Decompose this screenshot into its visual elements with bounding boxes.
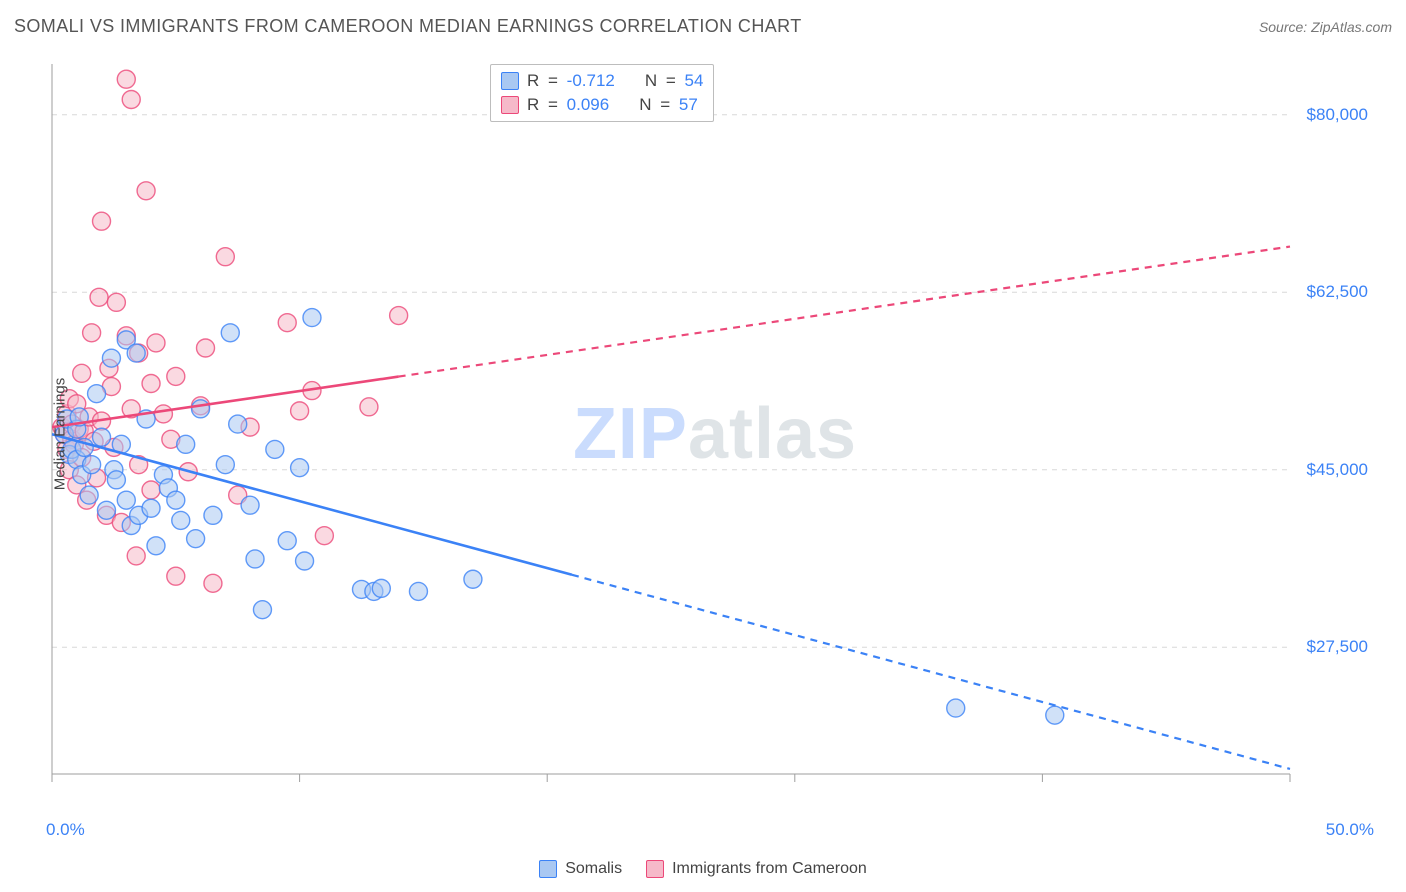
y-tick-label: $80,000: [1307, 105, 1368, 125]
r-stat: R = -0.712: [527, 71, 615, 91]
y-tick-label: $45,000: [1307, 460, 1368, 480]
legend-swatch-icon: [539, 860, 557, 878]
y-tick-label: $62,500: [1307, 282, 1368, 302]
stats-legend: R = -0.712 N = 54 R = 0.096 N = 57: [490, 64, 714, 122]
legend-swatch-icon: [501, 96, 519, 114]
legend-item: Immigrants from Cameroon: [646, 860, 867, 878]
source-label: Source: ZipAtlas.com: [1259, 19, 1392, 35]
x-axis-end-label: 50.0%: [1326, 820, 1374, 840]
page-title: SOMALI VS IMMIGRANTS FROM CAMEROON MEDIA…: [14, 16, 802, 37]
r-stat: R = 0.096: [527, 95, 609, 115]
n-stat: N = 57: [639, 95, 698, 115]
y-tick-label: $27,500: [1307, 637, 1368, 657]
footer-legend: Somalis Immigrants from Cameroon: [0, 860, 1406, 878]
legend-label: Somalis: [565, 860, 622, 878]
stats-legend-row: R = -0.712 N = 54: [501, 69, 703, 93]
x-axis-start-label: 0.0%: [46, 820, 85, 840]
legend-item: Somalis: [539, 860, 622, 878]
legend-swatch-icon: [646, 860, 664, 878]
y-axis-label: Median Earnings: [52, 378, 69, 491]
stats-legend-row: R = 0.096 N = 57: [501, 93, 703, 117]
legend-label: Immigrants from Cameroon: [672, 860, 867, 878]
correlation-chart: Median Earnings ZIPatlas R = -0.712N = 5…: [50, 64, 1380, 804]
chart-svg: [50, 64, 1380, 804]
legend-swatch-icon: [501, 72, 519, 90]
n-stat: N = 54: [645, 71, 704, 91]
